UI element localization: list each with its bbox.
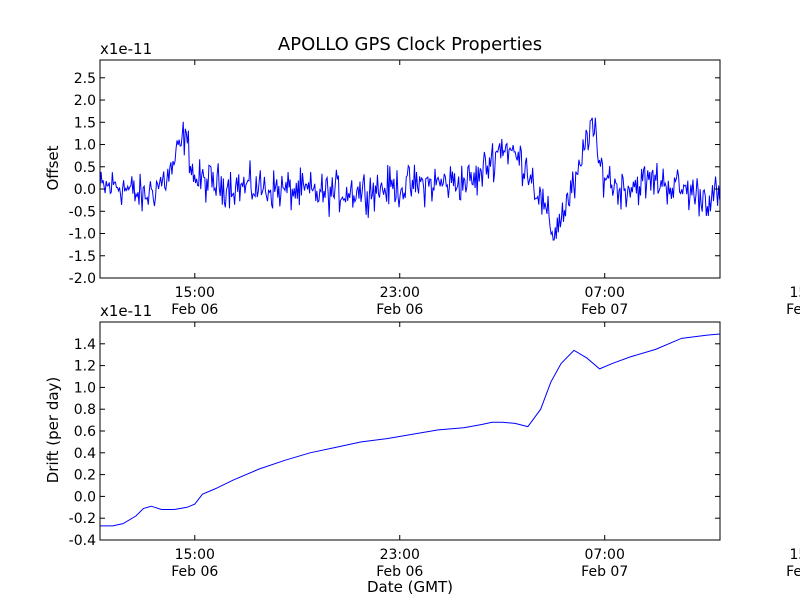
drift-ytick-label: 0.0	[74, 489, 96, 505]
drift-ytick-label: 0.4	[74, 446, 96, 462]
drift-series	[100, 333, 720, 527]
offset-y-axis-label: Offset	[44, 145, 62, 190]
drift-ytick-label: 1.4	[74, 337, 96, 353]
drift-xtick-date-label: Feb 07	[581, 564, 628, 580]
drift-ytick-label: 1.0	[74, 380, 96, 396]
offset-panel: x1e-11 Offset -2.0 -1.5 -1.0 -0.5 0.0 0.5 1.0 1…	[44, 40, 800, 318]
offset-ytick-label: 2.5	[74, 71, 96, 87]
offset-multiplier-label: x1e-11	[100, 40, 152, 58]
drift-xtick-time-label: 07:00	[585, 547, 625, 563]
offset-ytick-label: -1.5	[69, 249, 96, 265]
offset-xtick-date-label: Feb 06	[376, 302, 423, 318]
drift-ytick-label: -0.4	[69, 533, 96, 549]
offset-ytick-label: -0.5	[69, 204, 96, 220]
offset-ytick-label: -2.0	[69, 271, 96, 287]
drift-xtick-time-label: 15:00	[789, 547, 800, 563]
drift-xtick-time-label: 23:00	[380, 547, 420, 563]
offset-plot-area	[100, 60, 720, 278]
offset-xtick-date-label: Feb 07	[786, 302, 800, 318]
drift-ytick-label: 1.2	[74, 359, 96, 375]
drift-series-line	[100, 333, 720, 527]
drift-xtick-date-label: Feb 06	[171, 564, 218, 580]
drift-xtick-date-label: Feb 06	[376, 564, 423, 580]
drift-axes-frame	[99, 321, 721, 541]
offset-ytick-label: 0.5	[74, 160, 96, 176]
drift-ytick-label: 0.2	[74, 468, 96, 484]
offset-ytick-label: 1.5	[74, 115, 96, 131]
offset-xtick-time-label: 23:00	[380, 285, 420, 301]
drift-panel: x1e-11 Drift (per day) -0.4 -0.2 0.0 0.2 0.4…	[44, 302, 800, 580]
figure-title: APOLLO GPS Clock Properties	[278, 34, 542, 55]
offset-ticks: -2.0-1.5-1.0-0.50.00.51.01.52.02.515:00F…	[69, 60, 800, 318]
offset-ytick-label: -1.0	[69, 227, 96, 243]
drift-xtick-date-label: Feb 07	[786, 564, 800, 580]
offset-ytick-label: 0.0	[74, 182, 96, 198]
drift-xtick-time-label: 15:00	[175, 547, 215, 563]
offset-xtick-date-label: Feb 06	[171, 302, 218, 318]
offset-axes-frame	[99, 59, 721, 279]
offset-ytick-label: 1.0	[74, 138, 96, 154]
drift-ytick-label: -0.2	[69, 511, 96, 527]
drift-y-axis-label: Drift (per day)	[44, 377, 62, 484]
offset-xtick-time-label: 15:00	[789, 285, 800, 301]
offset-xtick-date-label: Feb 07	[581, 302, 628, 318]
drift-ytick-label: 0.6	[74, 424, 96, 440]
drift-ytick-label: 0.8	[74, 402, 96, 418]
drift-plot-area	[100, 322, 720, 540]
offset-ytick-label: 2.0	[74, 93, 96, 109]
drift-multiplier-label: x1e-11	[100, 302, 152, 320]
offset-series	[100, 117, 720, 241]
x-axis-label: Date (GMT)	[367, 578, 453, 596]
offset-xtick-time-label: 15:00	[175, 285, 215, 301]
drift-ticks: -0.4-0.20.00.20.40.60.81.01.21.415:00Feb…	[69, 322, 800, 580]
offset-series-line	[100, 117, 720, 241]
offset-xtick-time-label: 07:00	[585, 285, 625, 301]
